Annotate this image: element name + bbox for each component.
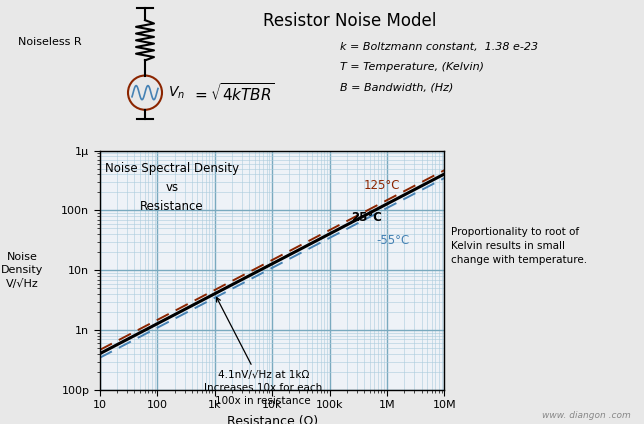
- Text: T = Temperature, (Kelvin): T = Temperature, (Kelvin): [340, 62, 484, 73]
- Text: Noise Spectral Density
vs
Resistance: Noise Spectral Density vs Resistance: [105, 162, 239, 214]
- Text: $V_n$: $V_n$: [168, 84, 185, 101]
- Text: www. diangon .com: www. diangon .com: [542, 411, 631, 420]
- Text: k = Boltzmann constant,  1.38 e-23: k = Boltzmann constant, 1.38 e-23: [340, 42, 538, 52]
- Y-axis label: Noise
Density
V/√Hz: Noise Density V/√Hz: [1, 252, 44, 288]
- Text: Resistor Noise Model: Resistor Noise Model: [263, 12, 437, 30]
- Text: B = Bandwidth, (Hz): B = Bandwidth, (Hz): [340, 83, 453, 92]
- Text: 4.1nV/√Hz at 1kΩ
Increases 10x for each
100x in resistance: 4.1nV/√Hz at 1kΩ Increases 10x for each …: [204, 298, 322, 406]
- Text: -55°C: -55°C: [377, 234, 410, 247]
- X-axis label: Resistance (Ω): Resistance (Ω): [227, 415, 317, 424]
- Text: 125°C: 125°C: [364, 179, 401, 192]
- Text: $= \sqrt{4kTBR}$: $= \sqrt{4kTBR}$: [192, 82, 275, 103]
- Text: Proportionality to root of
Kelvin results in small
change with temperature.: Proportionality to root of Kelvin result…: [451, 227, 587, 265]
- Text: Noiseless R: Noiseless R: [18, 37, 82, 47]
- Text: 25°C: 25°C: [352, 211, 383, 224]
